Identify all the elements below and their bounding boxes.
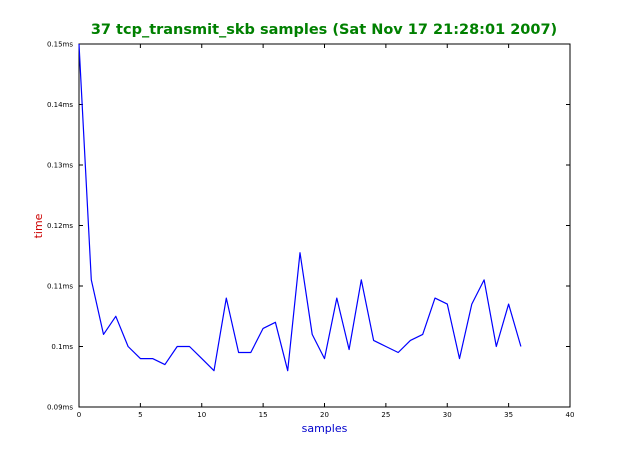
x-tick-label: 35 [504,411,513,419]
x-tick-label: 20 [320,411,329,419]
series-line [78,43,522,372]
x-tick-label: 0 [77,411,81,419]
y-tick-label: 0.11ms [47,283,73,291]
x-tick-label: 30 [443,411,452,419]
x-tick-label: 10 [197,411,206,419]
y-axis-label: time [32,213,45,238]
chart-title: 37 tcp_transmit_skb samples (Sat Nov 17 … [91,22,557,38]
y-tick-label: 0.14ms [47,101,73,109]
y-ticks: 0.09ms 0.1ms 0.11ms 0.12ms 0.13ms 0.14ms 0.15m… [47,41,570,412]
y-tick-label: 0.12ms [47,222,73,230]
x-tick-label: 40 [566,411,575,419]
y-tick-label: 0.1ms [51,343,73,351]
y-tick-label: 0.15ms [47,41,73,49]
x-tick-label: 5 [138,411,142,419]
x-tick-label: 25 [381,411,390,419]
x-tick-label: 15 [259,411,268,419]
y-tick-label: 0.09ms [47,404,73,412]
x-axis-label: samples [302,422,348,435]
x-ticks: 0 5 10 15 20 25 30 35 40 [77,44,575,419]
y-tick-label: 0.13ms [47,162,73,170]
plot-frame [78,43,571,408]
